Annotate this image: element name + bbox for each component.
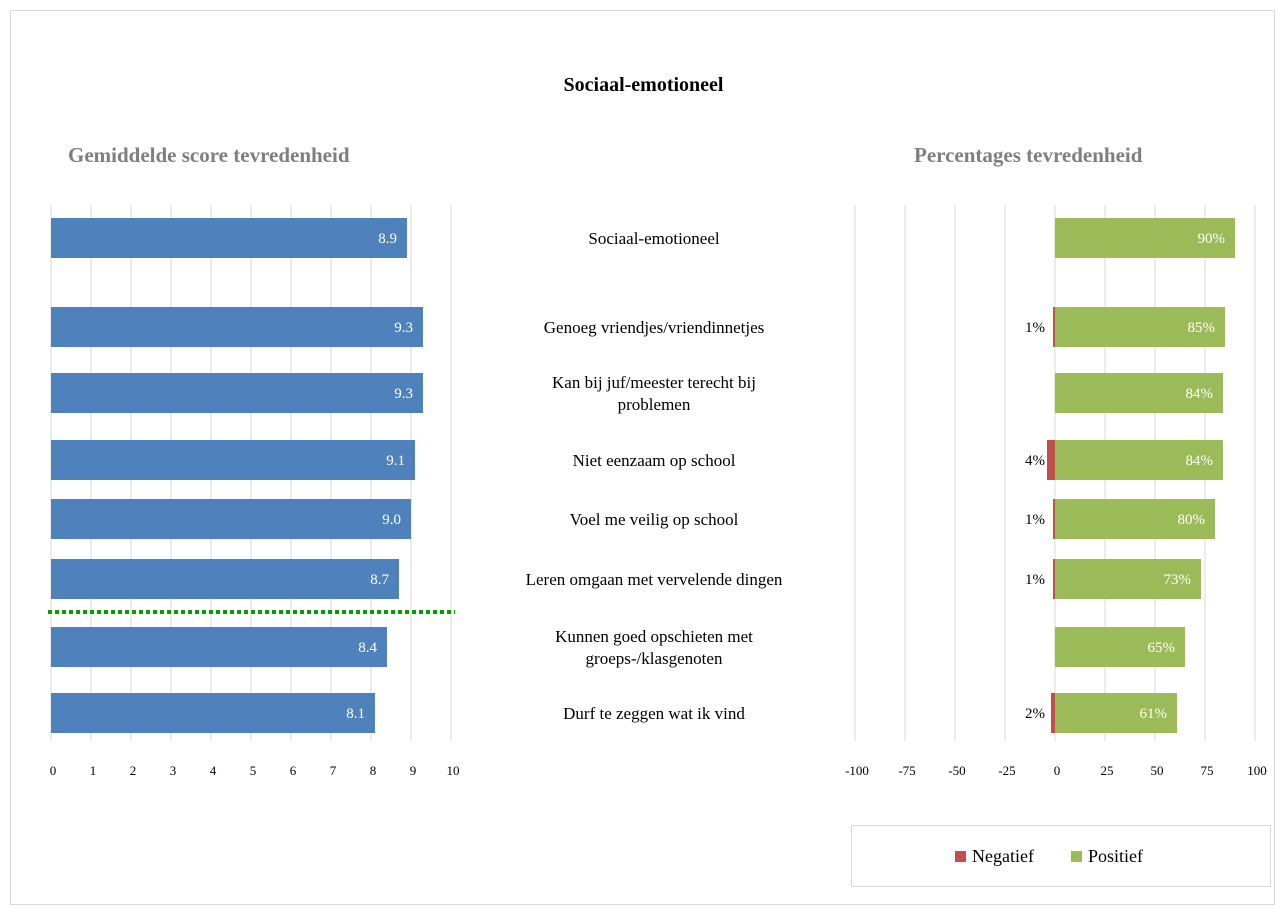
score-bar-label-2: 9.3 [394, 386, 413, 402]
left-tick-label-1: 1 [90, 763, 97, 778]
right-tick-label-5: 25 [1101, 763, 1114, 778]
legend-label-negative: Negatief [972, 846, 1034, 866]
positive-bar-label-2: 84% [1186, 386, 1214, 402]
left-bars: 8.9 9.3 9.3 9.1 9.0 8.7 8.4 8.1 [51, 218, 423, 733]
legend-item-negative: Negatief [955, 846, 1034, 867]
positive-bar-6 [1055, 627, 1185, 667]
negative-bar-label-7: 2% [1025, 706, 1045, 722]
category-label-1: Genoeg vriendjes/vriendinnetjes [544, 318, 764, 337]
negative-bar-label-3: 4% [1025, 453, 1045, 469]
category-label-0: Sociaal-emotioneel [588, 229, 720, 248]
score-bar-3 [51, 440, 415, 480]
left-tick-label-8: 8 [370, 763, 377, 778]
positive-bar-label-4: 80% [1178, 512, 1206, 528]
positive-bar-label-3: 84% [1186, 453, 1214, 469]
score-bar-label-6: 8.4 [358, 640, 377, 656]
negative-bar-3 [1047, 440, 1055, 480]
negative-bar-7 [1051, 693, 1055, 733]
category-label-7: Durf te zeggen wat ik vind [563, 704, 745, 723]
left-tick-label-9: 9 [410, 763, 417, 778]
positive-bar-2 [1055, 373, 1223, 413]
negative-bar-label-5: 1% [1025, 572, 1045, 588]
score-bar-1 [51, 307, 423, 347]
right-tick-label-6: 50 [1151, 763, 1164, 778]
right-chart-title: Percentages tevredenheid [914, 143, 1143, 167]
legend-swatch-negative [955, 851, 966, 862]
left-tick-label-10: 10 [447, 763, 460, 778]
positive-bar-label-7: 61% [1140, 706, 1168, 722]
category-label-2: Kan bij juf/meester terecht bij problemen [552, 373, 756, 414]
negative-bar-1 [1053, 307, 1055, 347]
right-tick-label-3: -25 [998, 763, 1015, 778]
positive-bar-7 [1055, 693, 1177, 733]
category-label-6: Kunnen goed opschieten met groeps-/klasge… [555, 627, 753, 668]
legend: Negatief Positief [851, 825, 1271, 887]
negative-bar-label-1: 1% [1025, 320, 1045, 336]
negative-bar-4 [1053, 499, 1055, 539]
positive-bar-5 [1055, 559, 1201, 599]
score-bar-4 [51, 499, 411, 539]
score-bar-label-1: 9.3 [394, 320, 413, 336]
score-bar-label-4: 9.0 [382, 512, 401, 528]
positive-bar-4 [1055, 499, 1215, 539]
category-label-3: Niet eenzaam op school [573, 451, 736, 470]
right-tick-label-2: -50 [948, 763, 965, 778]
score-bar-label-0: 8.9 [378, 231, 397, 247]
category-label-4: Voel me veilig op school [570, 510, 739, 529]
category-label-5: Leren omgaan met vervelende dingen [526, 570, 783, 589]
category-labels: Sociaal-emotioneel Genoeg vriendjes/vrien… [526, 229, 783, 723]
chart-title: Sociaal-emotioneel [563, 74, 724, 96]
positive-bar-label-1: 85% [1188, 320, 1216, 336]
right-tick-label-4: 0 [1054, 763, 1061, 778]
score-bar-5 [51, 559, 399, 599]
positive-bar-label-0: 90% [1198, 231, 1226, 247]
left-tick-label-4: 4 [210, 763, 217, 778]
right-tick-label-1: -75 [898, 763, 915, 778]
negative-bar-5 [1053, 559, 1055, 599]
left-tick-label-0: 0 [50, 763, 57, 778]
negative-bar-label-4: 1% [1025, 512, 1045, 528]
positive-bar-0 [1055, 218, 1235, 258]
score-bar-label-3: 9.1 [386, 453, 405, 469]
left-tick-label-3: 3 [170, 763, 177, 778]
score-bar-label-5: 8.7 [370, 572, 389, 588]
right-tick-label-0: -100 [845, 763, 869, 778]
positive-bar-label-5: 73% [1164, 572, 1192, 588]
positive-bar-3 [1055, 440, 1223, 480]
legend-label-positive: Positief [1088, 846, 1144, 866]
left-tick-label-5: 5 [250, 763, 257, 778]
chart-frame [10, 10, 1275, 905]
positive-bar-label-6: 65% [1148, 640, 1176, 656]
left-tick-label-2: 2 [130, 763, 137, 778]
left-tick-label-6: 6 [290, 763, 297, 778]
left-tick-label-7: 7 [330, 763, 337, 778]
right-bars: 90% 1% 85% 84% 4% 84% 1% 80% 1% 73% 65% 2% 61% [1025, 218, 1235, 733]
score-bar-7 [51, 693, 375, 733]
right-tick-label-7: 75 [1201, 763, 1214, 778]
right-tick-label-8: 100 [1247, 763, 1267, 778]
score-bar-label-7: 8.1 [346, 706, 365, 722]
tick-labels: 0 1 2 3 4 5 6 7 8 9 10 -100 -75 -50 -25 0 25 50 75 100 [50, 763, 1267, 778]
legend-item-positive: Positief [1071, 846, 1143, 867]
score-bar-2 [51, 373, 423, 413]
legend-swatch-positive [1071, 851, 1082, 862]
score-bar-6 [51, 627, 387, 667]
left-chart-title: Gemiddelde score tevredenheid [68, 143, 350, 167]
score-bar-0 [51, 218, 407, 258]
positive-bar-1 [1055, 307, 1225, 347]
